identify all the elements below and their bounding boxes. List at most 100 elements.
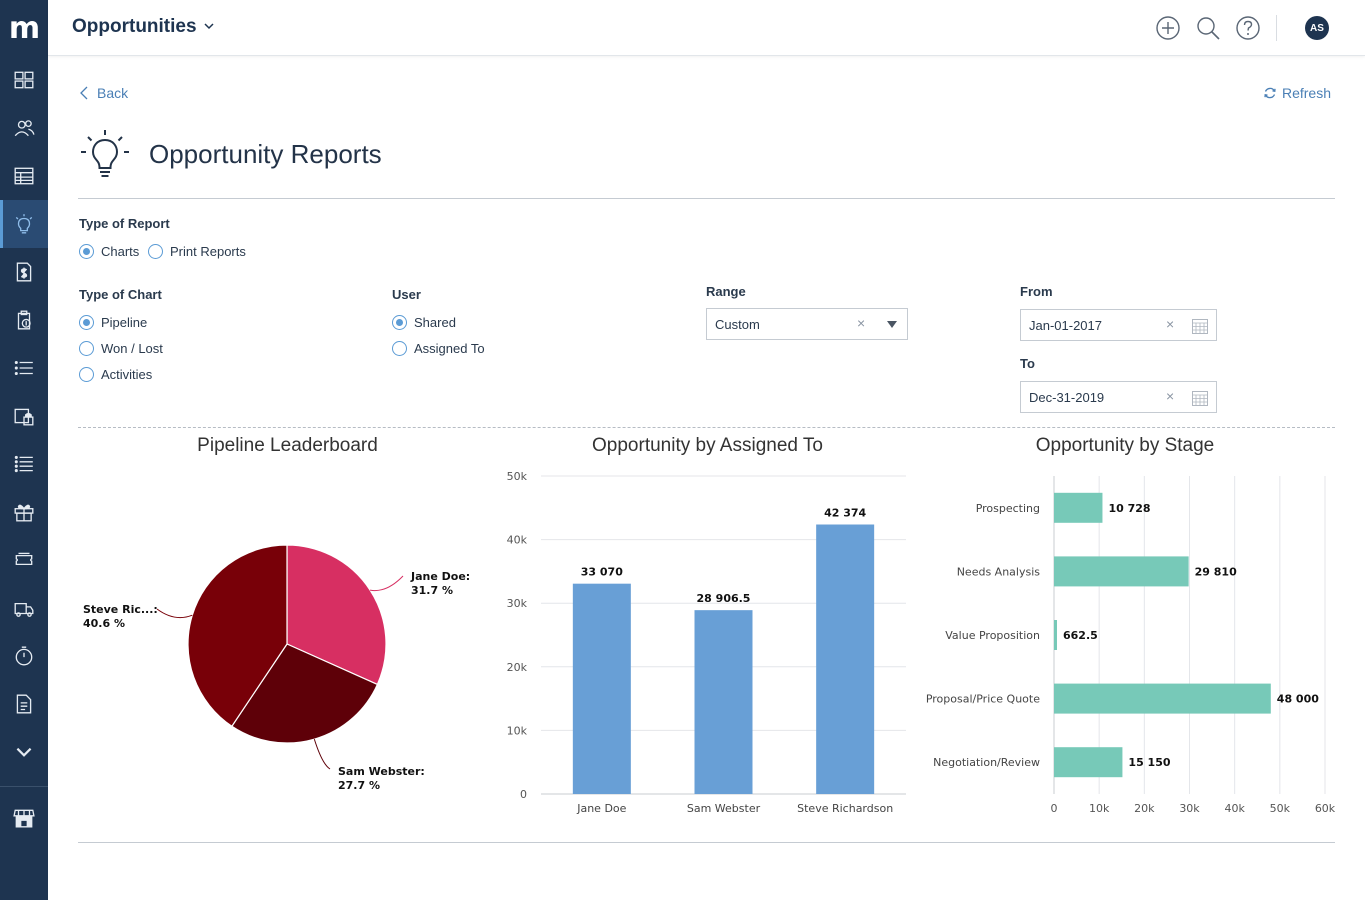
sidebar-item-gift[interactable] <box>0 488 48 536</box>
sidebar-item-lock-box[interactable] <box>0 392 48 440</box>
sidebar-item-file[interactable] <box>0 680 48 728</box>
sidebar-item-dashboard[interactable] <box>0 56 48 104</box>
stopwatch-icon <box>15 646 33 666</box>
help-icon[interactable] <box>1234 14 1262 42</box>
radio-print-reports[interactable]: Print Reports <box>148 244 246 259</box>
clear-icon[interactable]: × <box>1166 388 1175 404</box>
radio-assigned-to[interactable]: Assigned To <box>392 341 485 356</box>
range-select[interactable]: Custom × <box>706 308 908 340</box>
radio-dot <box>79 367 94 382</box>
radio-pipeline[interactable]: Pipeline <box>79 315 147 330</box>
to-date-value: Dec-31-2019 <box>1029 389 1105 405</box>
ticket-icon <box>15 552 33 566</box>
from-date-value: Jan-01-2017 <box>1029 317 1102 333</box>
sidebar-item-list[interactable] <box>0 344 48 392</box>
type-of-report-label: Type of Report <box>79 216 170 231</box>
pie-chart-title: Pipeline Leaderboard <box>197 435 378 456</box>
lightbulb-icon <box>15 214 33 234</box>
to-date-input[interactable]: Dec-31-2019 × <box>1020 381 1217 413</box>
calendar-icon[interactable] <box>1192 390 1208 406</box>
back-label: Back <box>97 85 129 101</box>
sidebar-item-stopwatch[interactable] <box>0 632 48 680</box>
radio-label: Assigned To <box>414 341 485 356</box>
dashboard-icon <box>14 71 34 89</box>
sidebar-item-ticket[interactable] <box>0 536 48 584</box>
y-tick-label: 0 <box>520 788 527 801</box>
clear-icon[interactable]: × <box>1166 316 1175 332</box>
search-icon[interactable] <box>1194 14 1222 42</box>
pie-connector <box>369 575 404 592</box>
stage-chart-title: Opportunity by Stage <box>1035 435 1215 456</box>
y-tick-label: Value Proposition <box>945 629 1040 642</box>
bar <box>1054 683 1271 714</box>
logo-text: m <box>8 10 40 46</box>
bar <box>1054 492 1103 523</box>
sidebar-item-table[interactable] <box>0 152 48 200</box>
radio-dot <box>392 341 407 356</box>
sidebar-divider <box>0 786 48 787</box>
top-bar: Opportunities AS <box>48 0 1365 56</box>
sidebar-item-contacts[interactable] <box>0 104 48 152</box>
from-date-input[interactable]: Jan-01-2017 × <box>1020 309 1217 341</box>
type-of-chart-label: Type of Chart <box>79 287 162 302</box>
user-label: User <box>392 287 421 302</box>
table-icon <box>14 167 34 185</box>
clear-icon[interactable]: × <box>857 315 866 331</box>
y-tick-label: 40k <box>507 534 528 547</box>
y-tick-label: Negotiation/Review <box>933 756 1040 769</box>
sidebar-item-truck[interactable] <box>0 584 48 632</box>
add-icon[interactable] <box>1154 14 1182 42</box>
bar <box>572 583 631 794</box>
user-avatar[interactable]: AS <box>1305 16 1329 40</box>
refresh-icon <box>1264 87 1276 99</box>
x-tick-label: Sam Webster <box>687 802 761 815</box>
range-value: Custom <box>715 316 760 332</box>
bar-value-label: 42 374 <box>824 507 866 520</box>
back-link[interactable]: Back <box>79 85 128 101</box>
chevron-down-icon[interactable] <box>203 20 215 32</box>
radio-charts[interactable]: Charts <box>79 244 139 259</box>
app-logo[interactable]: m <box>0 0 48 56</box>
x-tick-label: 50k <box>1270 802 1291 815</box>
y-tick-label: 10k <box>507 724 528 737</box>
page-header-title[interactable]: Opportunities <box>72 16 197 37</box>
pie-percent-label: 31.7 % <box>411 584 453 597</box>
refresh-label: Refresh <box>1281 85 1331 101</box>
radio-shared[interactable]: Shared <box>392 315 456 330</box>
assigned-chart-title: Opportunity by Assigned To <box>592 435 823 456</box>
pie-connector <box>313 739 331 770</box>
x-tick-label: Steve Richardson <box>797 802 893 815</box>
from-label: From <box>1020 284 1053 299</box>
list-alt-icon <box>14 455 33 473</box>
x-tick-label: 20k <box>1134 802 1155 815</box>
x-tick-label: Jane Doe <box>576 802 626 815</box>
page-heading: Opportunity Reports <box>79 128 382 180</box>
sidebar-item-clipboard-dollar[interactable] <box>0 296 48 344</box>
radio-dot <box>392 315 407 330</box>
sidebar-item-document-dollar[interactable] <box>0 248 48 296</box>
gift-icon <box>14 504 34 522</box>
sidebar-item-lightbulb[interactable] <box>0 200 48 248</box>
sidebar-item-chevron-down[interactable] <box>0 728 48 776</box>
list-icon <box>14 360 33 376</box>
sidebar-item-store[interactable] <box>0 794 48 842</box>
radio-activities[interactable]: Activities <box>79 367 152 382</box>
refresh-button[interactable]: Refresh <box>1263 85 1331 101</box>
pie-slice <box>231 643 379 744</box>
radio-won-lost[interactable]: Won / Lost <box>79 341 163 356</box>
calendar-icon[interactable] <box>1192 318 1208 334</box>
radio-label: Charts <box>101 244 140 259</box>
file-icon <box>16 694 32 714</box>
page-title: Opportunity Reports <box>149 138 382 169</box>
x-tick-label: 10k <box>1089 802 1110 815</box>
y-tick-label: Prospecting <box>976 502 1040 515</box>
contacts-icon <box>14 120 35 137</box>
radio-dot <box>148 244 163 259</box>
dropdown-arrow-icon[interactable] <box>887 321 897 329</box>
pie-percent-label: 27.7 % <box>338 779 380 792</box>
bar <box>1054 620 1057 650</box>
bar <box>694 610 753 794</box>
sidebar-item-list-alt[interactable] <box>0 440 48 488</box>
topbar-divider <box>1276 15 1277 41</box>
radio-dot <box>79 244 94 259</box>
